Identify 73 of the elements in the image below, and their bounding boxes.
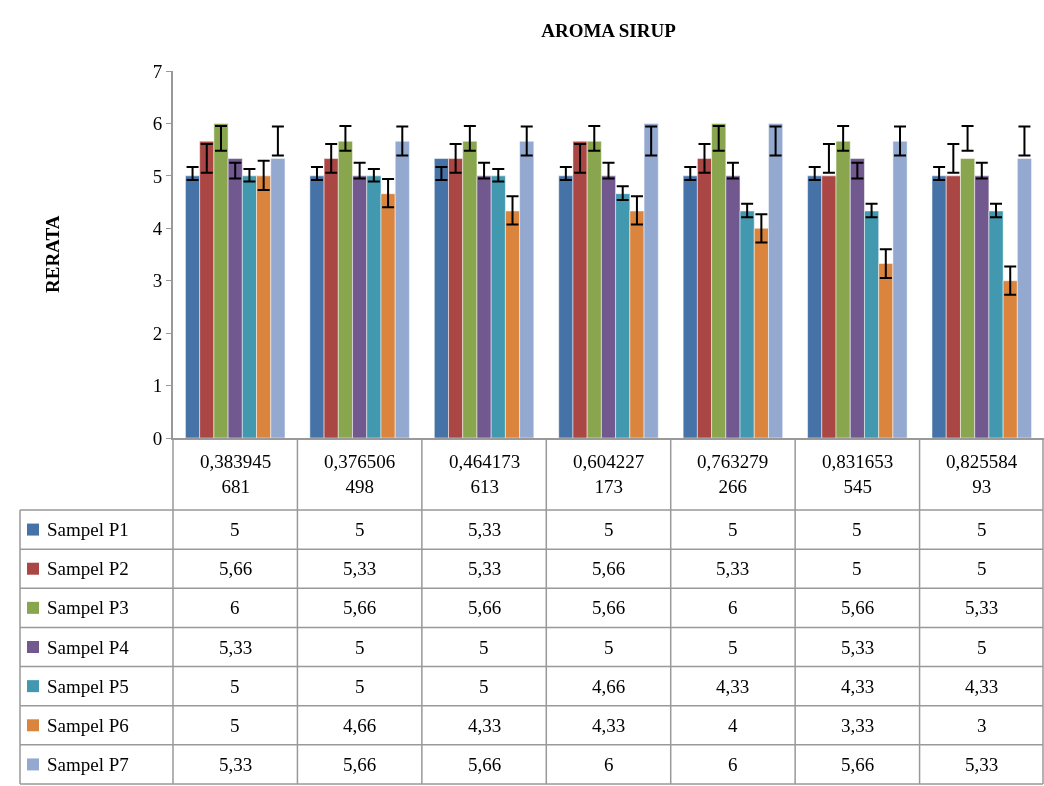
data-label: 5 <box>728 519 738 540</box>
legend-label: Sampel P3 <box>47 597 129 618</box>
data-label: 5,66 <box>468 597 502 618</box>
y-tick-label: 4 <box>152 217 163 239</box>
data-label: 5 <box>852 558 862 579</box>
data-label: 5,33 <box>965 597 999 618</box>
data-label: 5 <box>977 519 987 540</box>
data-label: 3 <box>977 715 987 736</box>
x-tick-label: 0,82558493 <box>946 451 1018 497</box>
legend-label: Sampel P5 <box>47 676 129 697</box>
data-label: 5,33 <box>219 637 253 658</box>
legend-label: Sampel P1 <box>47 519 129 540</box>
data-label: 5,33 <box>841 637 875 658</box>
data-label: 5 <box>852 519 862 540</box>
data-label: 6 <box>728 597 738 618</box>
data-label: 4,66 <box>592 676 626 697</box>
data-label: 5,33 <box>965 754 999 775</box>
data-label: 5 <box>479 676 489 697</box>
x-tick-label: 0,831653545 <box>822 451 894 497</box>
data-label: 4,33 <box>468 715 502 736</box>
data-label: 5,66 <box>468 754 502 775</box>
data-label: 5,33 <box>716 558 750 579</box>
data-label: 5,66 <box>592 597 626 618</box>
x-tick-label: 0,464173613 <box>449 451 521 497</box>
x-tick-label: 0,604227173 <box>573 451 645 497</box>
data-label: 5,66 <box>841 754 875 775</box>
y-axis-title: RERATA <box>42 215 63 293</box>
data-label: 5 <box>230 676 240 697</box>
x-tick-label: 0,763279266 <box>697 451 769 497</box>
legend-label: Sampel P2 <box>47 558 129 579</box>
data-label: 5,33 <box>343 558 377 579</box>
y-tick-label: 7 <box>152 60 163 82</box>
y-tick-label: 6 <box>152 113 163 135</box>
data-label: 3,33 <box>841 715 875 736</box>
y-tick-label: 0 <box>152 427 163 449</box>
data-label: 5 <box>355 637 365 658</box>
data-label: 6 <box>604 754 614 775</box>
data-label: 5,33 <box>468 558 502 579</box>
data-label: 5 <box>355 676 365 697</box>
x-tick-label: 0,383945681 <box>200 451 272 497</box>
data-label: 4 <box>728 715 738 736</box>
data-label: 5 <box>977 637 987 658</box>
data-label: 5 <box>604 637 614 658</box>
y-tick-label: 3 <box>152 270 163 292</box>
data-label: 5 <box>230 715 240 736</box>
data-label: 5,66 <box>841 597 875 618</box>
y-tick-label: 2 <box>152 322 163 344</box>
data-label: 4,33 <box>841 676 875 697</box>
legend-label: Sampel P7 <box>47 754 129 775</box>
data-label: 4,33 <box>716 676 750 697</box>
data-label: 4,66 <box>343 715 377 736</box>
legend-label: Sampel P6 <box>47 715 129 736</box>
data-label: 5,33 <box>468 519 502 540</box>
legend-label: Sampel P4 <box>47 637 130 658</box>
chart-title: AROMA SIRUP <box>541 19 677 41</box>
data-label: 5 <box>604 519 614 540</box>
data-label: 5,66 <box>219 558 253 579</box>
y-tick-label: 1 <box>152 375 163 397</box>
x-tick-label: 0,376506498 <box>324 451 396 497</box>
data-label: 5,66 <box>343 754 377 775</box>
y-tick-label: 5 <box>152 165 163 187</box>
data-label: 5,66 <box>343 597 377 618</box>
data-label: 5 <box>728 637 738 658</box>
data-label: 5,66 <box>592 558 626 579</box>
data-label: 4,33 <box>965 676 999 697</box>
data-label: 5 <box>230 519 240 540</box>
data-label: 5 <box>977 558 987 579</box>
data-label: 5 <box>479 637 489 658</box>
data-label: 5 <box>355 519 365 540</box>
data-label: 4,33 <box>592 715 626 736</box>
data-label: 6 <box>230 597 240 618</box>
data-label: 5,33 <box>219 754 253 775</box>
data-label: 6 <box>728 754 738 775</box>
